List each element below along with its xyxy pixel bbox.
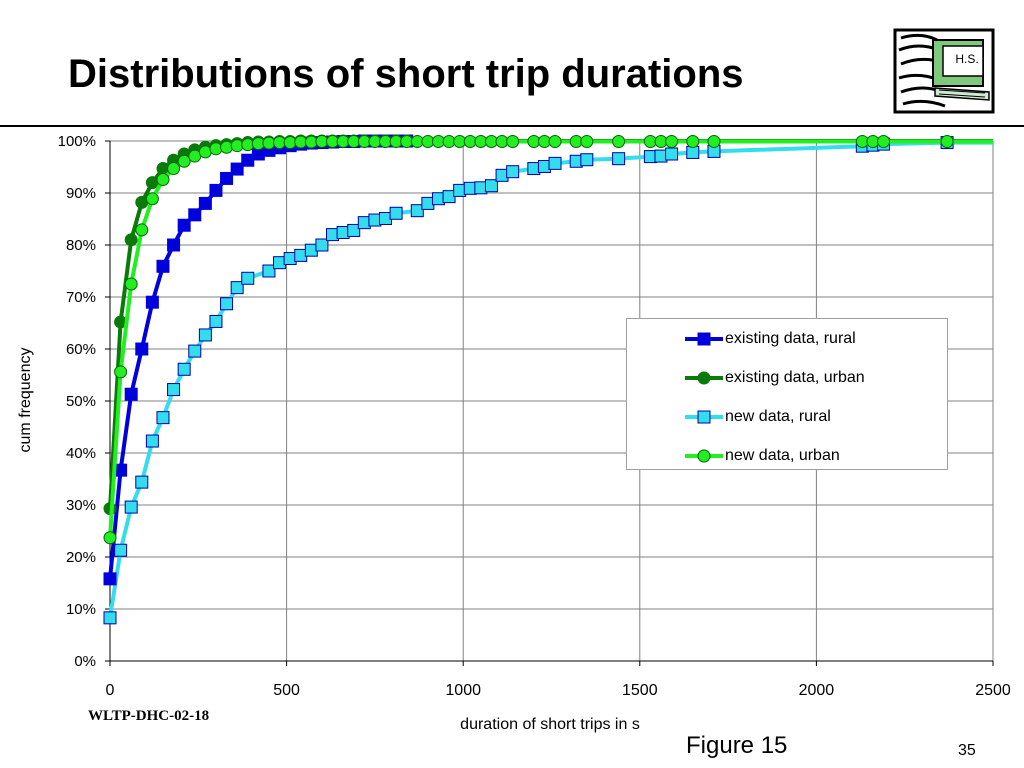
- data-point: [241, 271, 255, 285]
- x-tick-label: 500: [273, 682, 300, 699]
- data-point: [612, 135, 626, 149]
- data-point: [167, 162, 181, 176]
- legend-label: existing data, urban: [725, 369, 865, 386]
- page-number: 35: [958, 742, 976, 759]
- legend-label: new data, urban: [725, 447, 840, 464]
- data-point: [612, 152, 626, 166]
- x-tick-label: 0: [106, 682, 115, 699]
- data-point: [135, 223, 149, 237]
- slide-title: Distributions of short trip durations: [68, 52, 744, 96]
- data-point: [124, 277, 138, 291]
- y-tick-label: 100%: [58, 133, 96, 150]
- data-point: [114, 543, 128, 557]
- data-point: [145, 295, 159, 309]
- data-point: [188, 344, 202, 358]
- series-3: [103, 135, 993, 545]
- y-tick-label: 90%: [66, 185, 96, 202]
- data-point: [686, 135, 700, 149]
- data-point: [156, 259, 170, 273]
- data-point: [580, 153, 594, 167]
- legend-swatch: [685, 332, 723, 346]
- data-point: [177, 154, 191, 168]
- legend-item: existing data, rural: [685, 329, 856, 349]
- legend-swatch: [685, 410, 723, 424]
- data-point: [198, 196, 212, 210]
- data-point: [686, 145, 700, 159]
- data-point: [548, 135, 562, 149]
- legend-label: new data, rural: [725, 408, 831, 425]
- data-point: [209, 314, 223, 328]
- data-point: [347, 223, 361, 237]
- data-point: [506, 135, 520, 149]
- legend-item: existing data, urban: [685, 368, 865, 388]
- legend-swatch: [685, 449, 723, 463]
- y-tick-label: 0%: [74, 653, 96, 670]
- y-tick-label: 60%: [66, 341, 96, 358]
- data-point: [548, 156, 562, 170]
- data-point: [262, 264, 276, 278]
- data-point: [410, 204, 424, 218]
- y-tick-label: 40%: [66, 445, 96, 462]
- logo-text: H.S.: [955, 52, 979, 66]
- x-tick-label: 2000: [799, 682, 835, 699]
- data-point: [114, 365, 128, 379]
- chart-legend: existing data, rural existing data, urban…: [626, 318, 948, 470]
- y-tick-label: 70%: [66, 289, 96, 306]
- series-2: [103, 136, 993, 625]
- data-point: [315, 238, 329, 252]
- logo-computer-icon: [893, 28, 995, 114]
- data-point: [124, 387, 138, 401]
- legend-label: existing data, rural: [725, 330, 856, 347]
- data-point: [940, 135, 954, 149]
- data-point: [167, 383, 181, 397]
- data-point: [877, 135, 891, 149]
- legend-item: new data, urban: [685, 446, 840, 466]
- data-point: [665, 147, 679, 161]
- data-point: [167, 238, 181, 252]
- data-point: [209, 183, 223, 197]
- data-point: [220, 297, 234, 311]
- data-point: [156, 411, 170, 425]
- data-point: [209, 142, 223, 156]
- data-point: [156, 172, 170, 186]
- data-point: [230, 281, 244, 295]
- data-point: [220, 140, 234, 154]
- data-point: [103, 531, 117, 545]
- data-point: [707, 135, 721, 149]
- y-tick-label: 10%: [66, 601, 96, 618]
- data-point: [103, 611, 117, 625]
- x-tick-label: 1000: [445, 682, 481, 699]
- data-point: [177, 218, 191, 232]
- y-tick-label: 20%: [66, 549, 96, 566]
- data-point: [135, 475, 149, 489]
- figure-label: Figure 15: [686, 732, 788, 759]
- data-point: [145, 434, 159, 448]
- data-point: [506, 165, 520, 179]
- data-point: [188, 208, 202, 222]
- data-point: [665, 135, 679, 149]
- data-point: [484, 179, 498, 193]
- data-point: [135, 342, 149, 356]
- data-point: [145, 192, 159, 206]
- y-tick-label: 50%: [66, 393, 96, 410]
- y-tick-label: 30%: [66, 497, 96, 514]
- data-point: [580, 135, 594, 149]
- data-point: [230, 162, 244, 176]
- title-divider: [0, 125, 1024, 127]
- y-axis-label: cum frequency: [17, 348, 34, 453]
- data-point: [220, 171, 234, 185]
- data-point: [198, 328, 212, 342]
- x-axis-label: duration of short trips in s: [460, 716, 640, 733]
- x-tick-label: 2500: [975, 682, 1011, 699]
- legend-swatch: [685, 371, 723, 385]
- legend-item: new data, rural: [685, 407, 831, 427]
- x-tick-label: 1500: [622, 682, 658, 699]
- data-point: [124, 500, 138, 514]
- data-point: [177, 362, 191, 376]
- data-point: [389, 206, 403, 220]
- footer-document-id: WLTP-DHC-02-18: [88, 708, 210, 724]
- data-point: [124, 233, 138, 247]
- y-tick-label: 80%: [66, 237, 96, 254]
- data-point: [103, 572, 117, 586]
